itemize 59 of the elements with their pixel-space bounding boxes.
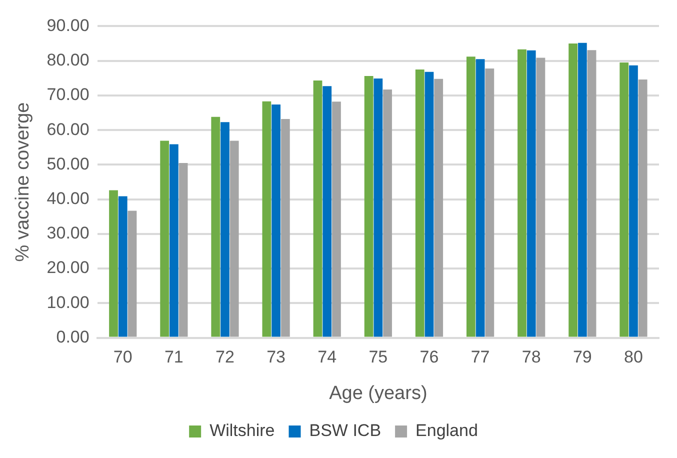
bar xyxy=(578,42,587,337)
bar xyxy=(629,65,638,337)
bar xyxy=(587,50,596,337)
x-tick-label: 76 xyxy=(420,348,439,367)
bar xyxy=(415,69,424,337)
bar xyxy=(109,190,118,337)
bar xyxy=(374,78,383,337)
bar xyxy=(178,162,188,337)
bar xyxy=(476,59,485,337)
bar xyxy=(169,144,178,337)
y-tick-label: 50.00 xyxy=(46,154,90,174)
bar xyxy=(526,50,536,337)
y-tick-label: 0.00 xyxy=(56,327,90,346)
x-tick-label: 80 xyxy=(624,348,643,367)
bar xyxy=(211,116,220,337)
x-tick-label: 77 xyxy=(470,348,490,367)
y-tick-label: 30.00 xyxy=(46,224,90,243)
legend-label: BSW ICB xyxy=(309,421,382,440)
bar xyxy=(118,196,128,337)
bar xyxy=(466,56,476,337)
x-tick-label: 70 xyxy=(113,348,132,367)
bar xyxy=(160,140,170,337)
bar xyxy=(620,62,629,337)
bar xyxy=(536,58,546,337)
bar xyxy=(424,72,434,337)
bar xyxy=(313,80,322,337)
x-tick-label: 75 xyxy=(368,348,388,367)
x-tick-label: 78 xyxy=(522,348,541,367)
bar xyxy=(322,86,332,337)
bar xyxy=(280,118,290,337)
x-tick-label: 79 xyxy=(572,348,592,367)
y-tick-label: 60.00 xyxy=(46,120,90,139)
x-tick-label: 73 xyxy=(266,348,286,367)
bar xyxy=(220,122,230,337)
y-tick-label: 20.00 xyxy=(46,258,90,278)
bar xyxy=(332,102,341,337)
bar xyxy=(434,78,444,337)
y-tick-label: 40.00 xyxy=(46,189,90,208)
x-tick-label: 74 xyxy=(318,348,337,367)
bar xyxy=(638,80,648,337)
x-tick-label: 71 xyxy=(164,348,184,367)
bar xyxy=(383,90,392,337)
bar xyxy=(230,140,239,337)
y-axis-title: % vaccine coverge xyxy=(12,102,34,262)
bar xyxy=(568,44,578,337)
y-tick-label: 90.00 xyxy=(46,16,90,35)
bar xyxy=(364,76,374,337)
bar xyxy=(272,104,280,337)
bar xyxy=(262,101,272,337)
bar xyxy=(485,68,494,337)
legend-label: England xyxy=(416,421,478,440)
y-tick-label: 80.00 xyxy=(46,50,90,70)
x-tick-label: 72 xyxy=(216,348,234,367)
x-axis-title: Age (years) xyxy=(329,382,428,404)
y-tick-label: 70.00 xyxy=(46,85,90,104)
legend-label: Wiltshire xyxy=(210,421,275,440)
bar xyxy=(518,49,526,337)
bar xyxy=(128,210,137,337)
y-tick-label: 10.00 xyxy=(46,292,90,312)
